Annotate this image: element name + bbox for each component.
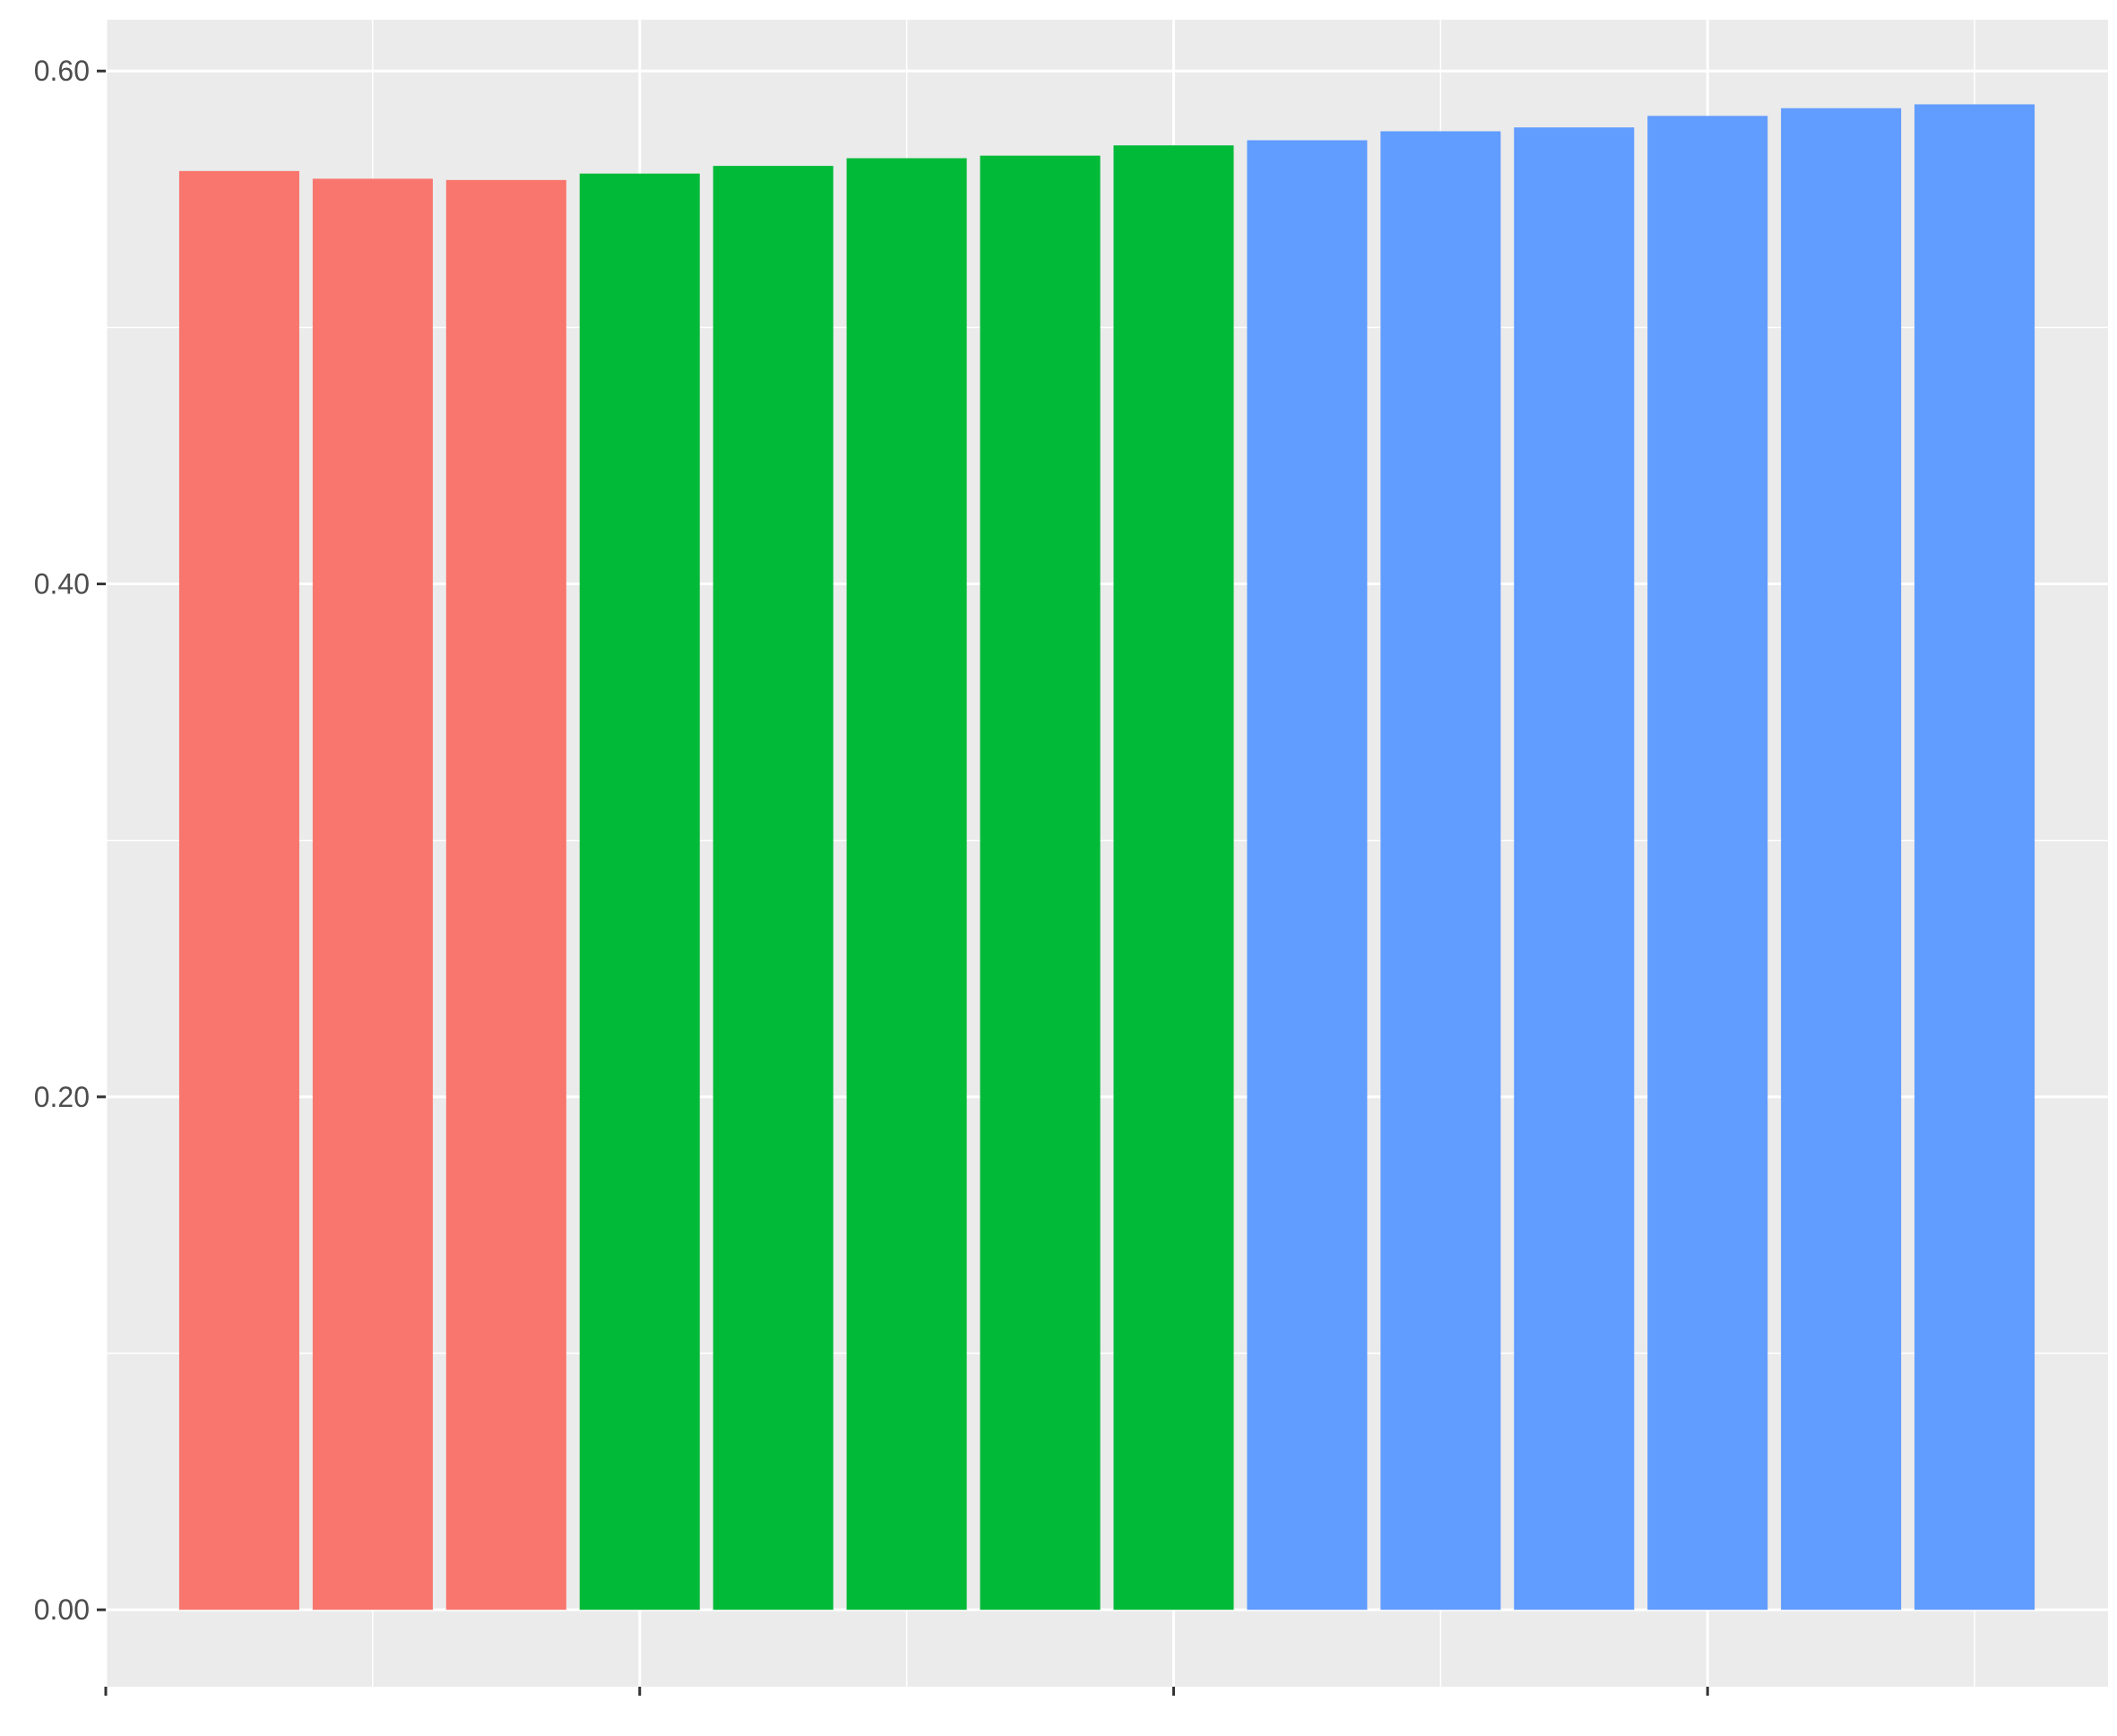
y-axis: 0.00 0.20 0.40 0.60	[34, 55, 106, 1626]
bar	[1514, 127, 1635, 1611]
bar	[1113, 145, 1234, 1611]
bar	[579, 173, 700, 1611]
y-tick-label: 0.00	[34, 1593, 90, 1626]
bar	[1914, 104, 2035, 1611]
bar	[1781, 108, 1902, 1611]
bar	[178, 170, 299, 1611]
bar	[980, 155, 1101, 1611]
bar	[312, 178, 433, 1611]
x-axis	[104, 1687, 1709, 1696]
y-tick-label: 0.60	[34, 55, 90, 87]
bar	[445, 179, 566, 1611]
plot-panel	[106, 20, 2108, 1687]
bar	[1247, 140, 1368, 1611]
bar	[846, 158, 967, 1611]
y-tick-label: 0.20	[34, 1081, 90, 1113]
y-tick-label: 0.40	[34, 568, 90, 600]
bars	[178, 104, 2035, 1611]
bar	[1647, 116, 1768, 1611]
bar	[713, 166, 834, 1611]
bar	[1380, 131, 1501, 1611]
